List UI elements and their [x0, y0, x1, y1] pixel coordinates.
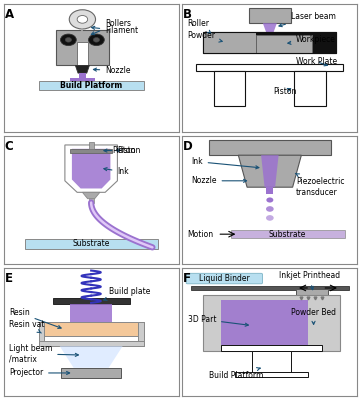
Bar — [296, 289, 328, 298]
Text: Nozzle: Nozzle — [191, 176, 247, 185]
Circle shape — [266, 215, 274, 221]
Text: Ink: Ink — [104, 167, 129, 176]
Bar — [138, 322, 144, 346]
Text: C: C — [4, 140, 13, 153]
Text: Projector: Projector — [9, 368, 70, 378]
Bar — [235, 372, 308, 377]
Text: Piston: Piston — [104, 146, 141, 154]
Polygon shape — [65, 145, 117, 192]
Circle shape — [88, 34, 104, 46]
FancyBboxPatch shape — [186, 273, 262, 284]
Bar — [203, 32, 256, 53]
Bar — [88, 198, 94, 202]
Text: E: E — [4, 272, 13, 285]
Text: Filament: Filament — [92, 26, 138, 35]
Text: Work Plate: Work Plate — [296, 57, 337, 66]
Bar — [70, 149, 112, 153]
Circle shape — [93, 38, 100, 42]
Bar — [70, 78, 95, 82]
Polygon shape — [72, 149, 110, 188]
Bar — [53, 298, 130, 304]
Text: Build plate: Build plate — [104, 286, 150, 300]
Bar — [209, 140, 331, 155]
Text: Roller: Roller — [188, 19, 211, 34]
Circle shape — [266, 206, 274, 212]
Bar — [214, 70, 245, 106]
Polygon shape — [263, 23, 277, 42]
Text: Nozzle: Nozzle — [93, 66, 131, 75]
Bar — [25, 239, 158, 249]
Text: Powder Bed: Powder Bed — [291, 308, 336, 324]
Polygon shape — [238, 155, 301, 187]
Bar — [39, 341, 144, 346]
Polygon shape — [60, 346, 123, 368]
Text: Motion: Motion — [188, 230, 214, 239]
Circle shape — [77, 16, 88, 23]
Text: A: A — [4, 8, 14, 21]
Bar — [221, 345, 322, 351]
Bar — [203, 32, 336, 53]
Text: Resin vat: Resin vat — [9, 320, 44, 333]
Text: Inkjet Printhead: Inkjet Printhead — [279, 271, 340, 290]
Circle shape — [65, 38, 71, 42]
Bar — [70, 304, 112, 323]
Text: 3D Part: 3D Part — [188, 315, 248, 326]
Text: Substrate: Substrate — [269, 230, 306, 239]
Bar — [61, 368, 121, 378]
Bar — [294, 70, 326, 106]
Bar — [203, 32, 336, 53]
Text: Substrate: Substrate — [73, 239, 110, 248]
Bar — [203, 295, 340, 351]
Bar — [39, 82, 144, 90]
Text: Rollers: Rollers — [91, 19, 131, 35]
Text: D: D — [183, 140, 193, 153]
Bar — [252, 351, 291, 373]
Bar — [256, 35, 312, 53]
Bar — [221, 300, 308, 345]
Bar — [191, 286, 349, 290]
Text: Laser beam: Laser beam — [279, 12, 336, 27]
Bar — [39, 322, 44, 346]
Circle shape — [69, 10, 96, 29]
Bar — [56, 30, 109, 66]
Text: Ink: Ink — [191, 157, 259, 169]
Text: Resin: Resin — [9, 308, 61, 328]
Circle shape — [266, 198, 273, 202]
Polygon shape — [82, 192, 100, 199]
Text: Piezoelectric
transducer: Piezoelectric transducer — [295, 173, 345, 197]
Text: Piston: Piston — [112, 146, 135, 154]
Text: B: B — [183, 8, 192, 21]
Circle shape — [206, 33, 221, 44]
Bar — [39, 322, 144, 336]
Bar — [88, 142, 94, 149]
Text: Piston: Piston — [273, 86, 297, 96]
Text: Powder: Powder — [188, 32, 222, 42]
Text: Build Platform: Build Platform — [60, 81, 122, 90]
Bar — [249, 8, 291, 23]
Text: Light beam
/matrix: Light beam /matrix — [9, 344, 78, 364]
Polygon shape — [261, 155, 279, 187]
Circle shape — [211, 37, 217, 40]
Bar — [231, 230, 345, 238]
Text: Build Platform: Build Platform — [209, 368, 263, 380]
Bar — [79, 73, 86, 78]
Text: Workpiece: Workpiece — [288, 35, 336, 44]
Text: F: F — [183, 272, 191, 285]
Polygon shape — [75, 66, 90, 73]
Bar — [196, 64, 343, 70]
Text: Liquid Binder: Liquid Binder — [199, 274, 250, 283]
Circle shape — [61, 34, 76, 46]
Bar — [77, 42, 88, 66]
Bar — [266, 186, 273, 194]
